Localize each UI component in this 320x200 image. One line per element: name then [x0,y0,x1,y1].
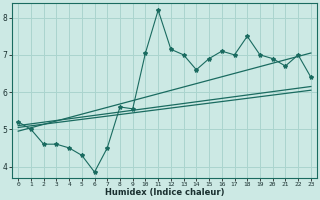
X-axis label: Humidex (Indice chaleur): Humidex (Indice chaleur) [105,188,224,197]
